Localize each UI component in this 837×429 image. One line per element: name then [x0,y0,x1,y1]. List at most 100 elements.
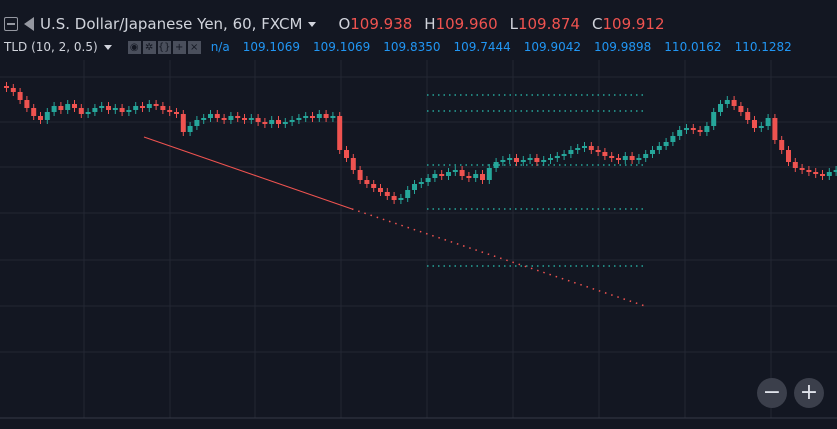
candle-body [126,110,132,112]
candle-body [85,112,91,114]
add-icon[interactable]: + [172,40,186,54]
trend-line-solid [143,136,353,210]
candle-body [602,152,608,156]
candle-body [636,158,642,160]
close-label: C [592,15,603,33]
candle-body [792,162,798,168]
candle-body [588,146,594,150]
candle-body [296,118,302,120]
candle-body [541,160,547,162]
candle-body [711,112,717,126]
candle-body [609,156,615,158]
candle-body [235,116,241,118]
candle-body [500,160,506,162]
zoom-out-button[interactable]: − [757,378,787,408]
candle-body [133,106,139,110]
indicator-chevron-icon[interactable] [103,44,112,50]
candle-body [92,108,98,112]
candle-body [187,126,193,132]
candle-body [772,118,778,140]
candle-body [643,154,649,158]
legend-header: U.S. Dollar/Japanese Yen, 60, FXCM O 109.… [4,13,665,35]
candle-body [745,112,751,120]
candle-body [398,198,404,200]
indicator-value-2: 109.1069 [312,40,371,54]
trend-line [143,136,646,307]
candle-body [480,174,485,180]
candle-body [690,128,696,130]
candle-body [616,158,621,160]
candle-body [228,116,234,120]
candle-body [65,104,71,110]
candle-body [826,172,832,176]
candle-body [78,108,84,114]
candle-body [357,170,363,180]
candle-body [575,148,581,150]
zoom-in-button[interactable]: + [794,378,824,408]
candle-body [459,170,465,176]
flag-icon[interactable] [24,17,34,31]
candle-body [507,158,513,160]
candle-body [514,158,519,162]
settings-icon[interactable]: ✲ [142,40,156,54]
candle-body [31,108,37,116]
candle-body [350,158,356,170]
candle-body [724,100,730,104]
candle-body [378,188,383,192]
candle-body [38,116,43,120]
candle-body [242,118,247,120]
candle-body [316,114,322,118]
candle-body [520,160,526,162]
indicator-value-4: 109.7444 [453,40,511,54]
low-label: L [509,15,518,33]
candle-body [548,158,553,160]
candle-body [282,122,288,124]
candle-body [677,130,683,136]
candle-body [221,118,227,120]
candle-body [4,86,9,88]
candle-body [833,170,837,172]
candle-body [201,118,207,120]
source-icon[interactable]: {} [157,40,171,54]
candle-body [670,136,676,142]
close-icon[interactable]: × [187,40,201,54]
candle-body [106,106,111,110]
support-resistance-levels [427,94,645,267]
candle-body [58,106,64,110]
indicator-name[interactable]: TLD (10, 2, 0.5) [4,40,98,54]
indicator-value-6: 109.9898 [594,40,652,54]
candlesticks [4,82,837,204]
candle-body [561,154,567,156]
symbol-title[interactable]: U.S. Dollar/Japanese Yen, 60, FXCM [40,15,303,33]
candle-body [432,174,438,178]
candle-body [813,172,819,174]
open-label: O [338,15,351,33]
high-value: 109.960 [435,15,498,33]
indicator-value-3: 109.8350 [383,40,441,54]
candle-body [629,156,635,160]
candle-body [269,120,275,124]
eye-icon[interactable]: ◉ [127,40,141,54]
chevron-down-icon[interactable] [308,21,317,27]
candle-body [99,106,105,108]
candle-body [337,116,343,150]
candle-body [153,104,159,106]
candle-body [51,106,57,112]
candle-body [262,122,268,124]
candle-body [160,106,166,110]
candle-body [656,146,662,150]
candle-body [779,140,785,150]
candle-body [289,120,295,122]
candle-body [486,168,492,180]
candle-body [371,184,377,188]
candle-body [405,190,411,198]
indicator-value-1: 109.1069 [242,40,300,54]
candle-body [364,180,370,184]
collapse-icon[interactable] [4,17,18,31]
candle-body [425,178,431,182]
trend-line-projection [351,208,646,307]
candle-body [112,108,118,110]
candle-body [180,114,186,132]
candle-body [452,170,458,172]
